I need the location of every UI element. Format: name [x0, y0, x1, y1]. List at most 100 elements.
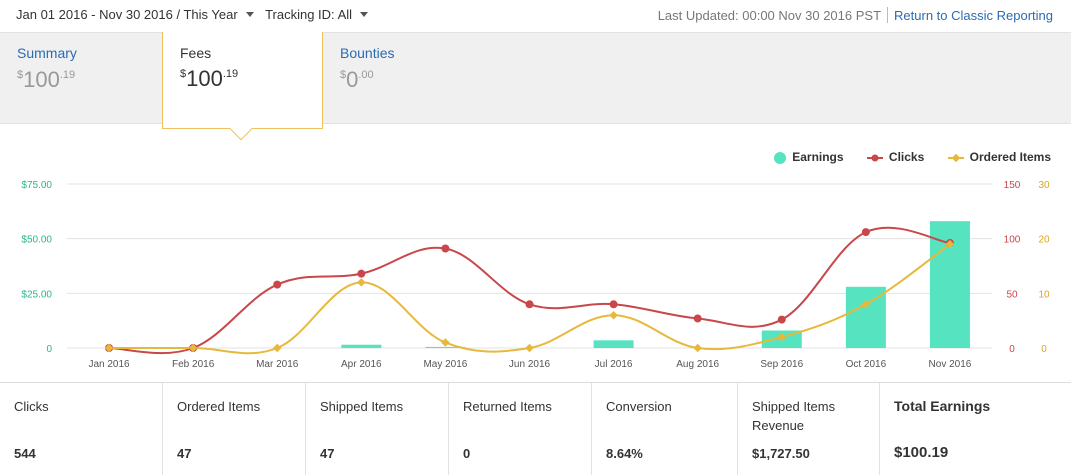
clicks-line — [109, 226, 951, 355]
amount-integer: 100 — [23, 67, 60, 92]
tab-amount: $0.00 — [340, 67, 374, 93]
y-left-tick-label: $50.00 — [21, 235, 52, 246]
amount-cents: .19 — [59, 69, 76, 81]
y-items-tick-label: 10 — [1038, 289, 1050, 300]
y-items-tick-label: 20 — [1038, 235, 1050, 246]
x-tick-label: Oct 2016 — [846, 359, 887, 370]
ordered-items-point — [104, 343, 114, 353]
tab-summary[interactable]: Summary $100.19 — [0, 33, 162, 125]
amount-cents: .00 — [358, 69, 374, 81]
y-clicks-tick-label: 100 — [1004, 235, 1021, 246]
stat-label: Returned Items — [463, 399, 552, 414]
x-tick-label: Jul 2016 — [595, 359, 633, 370]
ordered-items-line — [109, 243, 951, 355]
currency-symbol: $ — [17, 69, 24, 81]
earnings-bar — [425, 346, 466, 348]
x-tick-label: Sep 2016 — [760, 359, 803, 370]
amount-cents: .19 — [222, 68, 239, 80]
stat-value: 0 — [463, 446, 471, 461]
report-header: Jan 01 2016 - Nov 30 2016 / This Year Tr… — [0, 0, 1071, 32]
clicks-point — [441, 244, 450, 253]
legend-item-clicks[interactable]: Clicks — [866, 150, 925, 164]
x-tick-label: Mar 2016 — [256, 359, 299, 370]
x-tick-label: Apr 2016 — [341, 359, 382, 370]
stat-value: $1,727.50 — [752, 446, 810, 461]
ordered-items-legend-marker — [947, 153, 964, 163]
stat-clicks: Clicks 544 — [0, 383, 163, 475]
ordered-items-point — [693, 343, 702, 353]
tab-amount: $100.19 — [17, 67, 75, 93]
ordered-items-point — [188, 343, 198, 353]
report-tabs: Summary $100.19 Fees $100.19 Bounties $0… — [0, 32, 1071, 141]
date-separator: / — [176, 7, 181, 22]
chevron-down-icon[interactable] — [360, 12, 369, 18]
stat-label: Shipped Items — [320, 399, 404, 414]
stat-shipped-revenue: Shipped Items Revenue $1,727.50 — [738, 383, 880, 475]
ordered-items-point — [861, 300, 871, 309]
clicks-point — [693, 314, 702, 323]
clicks-point — [861, 228, 870, 237]
earnings-bar — [593, 340, 634, 348]
x-tick-label: Jan 2016 — [88, 359, 130, 370]
legend-item-ordered-items[interactable]: Ordered Items — [947, 150, 1051, 164]
stat-value: 47 — [320, 446, 335, 461]
earnings-bar — [341, 344, 382, 348]
chevron-down-icon[interactable] — [245, 12, 254, 18]
stat-value: $100.19 — [894, 444, 949, 461]
legend-dot — [774, 151, 787, 164]
amount-integer: 100 — [186, 66, 223, 91]
earnings-legend-marker — [774, 151, 787, 164]
ordered-items-point — [357, 278, 366, 287]
currency-symbol: $ — [340, 69, 347, 81]
clicks-point — [357, 269, 366, 278]
stat-returned-items: Returned Items 0 — [449, 383, 592, 475]
stat-label: Shipped Items Revenue — [752, 399, 836, 433]
earnings-chart-panel: Earnings Clicks Ordered Items $75.00 150 3… — [0, 124, 1071, 382]
stat-label: Total Earnings — [894, 398, 991, 414]
legend-label: Clicks — [888, 150, 925, 164]
classic-reporting-link[interactable]: Return to Classic Reporting — [894, 8, 1053, 23]
y-items-tick-label: 30 — [1038, 180, 1050, 191]
stat-label: Clicks — [14, 399, 49, 414]
legend-item-earnings[interactable]: Earnings — [774, 150, 844, 164]
tab-label: Summary — [17, 45, 77, 61]
legend-label: Ordered Items — [969, 150, 1051, 164]
currency-symbol: $ — [180, 68, 187, 80]
y-left-tick-label: $25.00 — [21, 289, 52, 300]
tracking-id-dropdown[interactable]: All — [337, 7, 353, 22]
clicks-point — [525, 300, 534, 309]
stat-value: 47 — [177, 446, 192, 461]
ordered-items-point — [525, 343, 534, 353]
y-left-tick-label: $75.00 — [21, 180, 52, 191]
x-tick-label: May 2016 — [423, 359, 467, 370]
tab-fees[interactable]: Fees $100.19 — [162, 32, 323, 141]
chart-legend: Earnings Clicks Ordered Items — [754, 150, 1051, 164]
tab-label: Bounties — [340, 45, 395, 61]
y-clicks-tick-label: 0 — [1009, 344, 1015, 355]
stat-ordered-items: Ordered Items 47 — [163, 383, 306, 475]
legend-dot — [871, 154, 879, 162]
y-clicks-tick-label: 150 — [1004, 180, 1021, 191]
y-left-tick-label: 0 — [46, 344, 52, 355]
summary-stats: Clicks 544 Ordered Items 47 Shipped Items 4… — [0, 382, 1071, 475]
period-dropdown[interactable]: This Year — [183, 7, 238, 22]
last-updated: Last Updated: 00:00 Nov 30 2016 PST — [657, 8, 882, 23]
stat-conversion: Conversion 8.64% — [592, 383, 738, 475]
date-range: Jan 01 2016 - Nov 30 2016 — [16, 7, 173, 22]
x-tick-label: Feb 2016 — [172, 359, 215, 370]
tab-bounties[interactable]: Bounties $0.00 — [323, 33, 483, 125]
filter-bar: Jan 01 2016 - Nov 30 2016 / This Year Tr… — [16, 7, 376, 22]
y-clicks-tick-label: 50 — [1006, 289, 1018, 300]
y-items-tick-label: 0 — [1041, 344, 1047, 355]
stat-label: Conversion — [606, 399, 672, 414]
x-tick-label: Nov 2016 — [929, 359, 972, 370]
legend-label: Earnings — [792, 150, 844, 164]
clicks-legend-marker — [866, 154, 883, 162]
clicks-point — [777, 315, 786, 324]
stat-value: 8.64% — [606, 446, 643, 461]
ordered-items-point — [441, 338, 450, 347]
tracking-label: Tracking ID: — [265, 7, 335, 22]
ordered-items-point — [272, 343, 282, 353]
stat-label: Ordered Items — [177, 399, 261, 414]
